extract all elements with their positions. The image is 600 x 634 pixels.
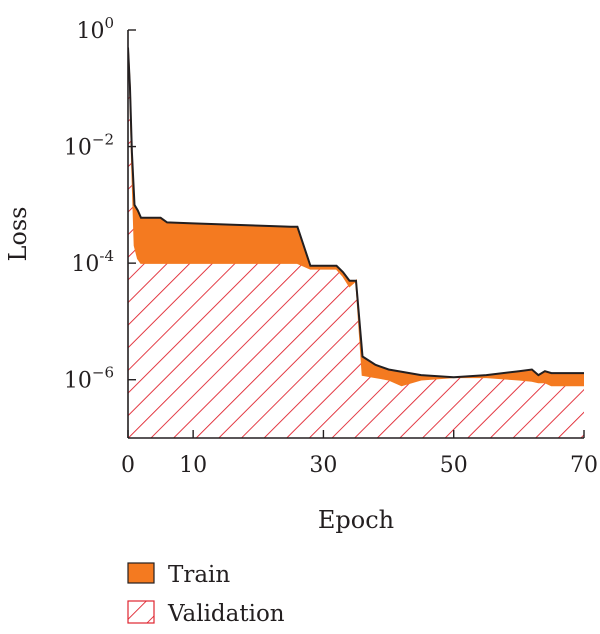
legend-label-train: Train — [168, 562, 230, 588]
x-tick-label: 0 — [121, 453, 135, 478]
plot-area — [128, 47, 584, 438]
y-axis-title: Loss — [4, 206, 32, 261]
x-tick-label: 70 — [570, 453, 598, 478]
x-tick-label: 50 — [440, 453, 468, 478]
x-axis-title: Epoch — [318, 506, 394, 534]
legend-item-train: Train — [127, 562, 230, 588]
x-tick-label: 30 — [309, 453, 337, 478]
y-ticks: 100 10−2 10-4 10−6 — [64, 14, 136, 394]
axes — [127, 30, 584, 439]
legend-label-validation: Validation — [167, 601, 285, 627]
x-tick-label: 10 — [179, 453, 207, 478]
y-tick-label: 10−6 — [64, 364, 114, 394]
train-line — [128, 47, 584, 379]
validation-line — [128, 47, 584, 387]
y-tick-label: 10-4 — [71, 247, 114, 277]
legend-swatch-validation — [127, 600, 155, 624]
legend-item-validation: Validation — [127, 600, 285, 627]
y-tick-label: 10−2 — [64, 131, 114, 161]
validation-hatch-area — [128, 47, 584, 438]
x-ticks: 0 10 30 50 70 — [121, 430, 598, 478]
legend-swatch-train — [127, 562, 155, 584]
legend: Train Validation — [127, 562, 285, 627]
y-tick-label: 100 — [76, 14, 114, 44]
